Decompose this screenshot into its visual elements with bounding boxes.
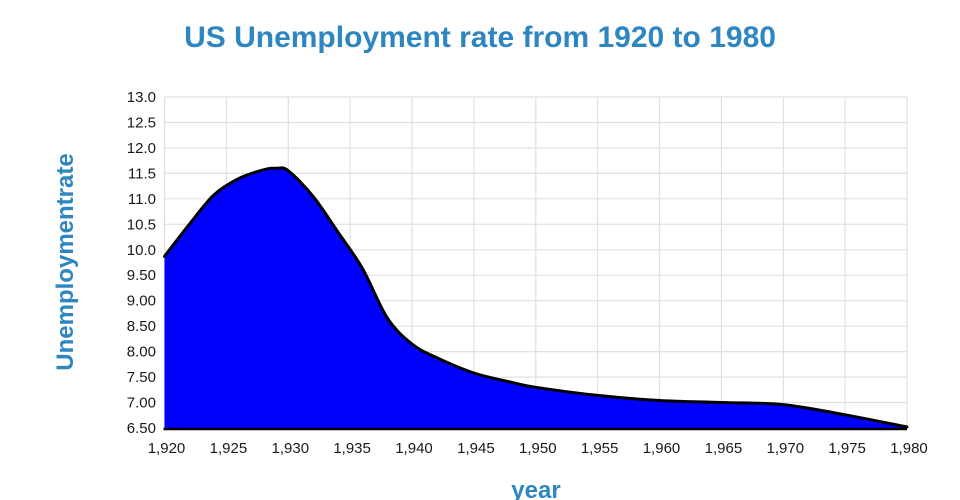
x-tick-label: 1,980 — [890, 440, 928, 457]
y-tick-label: 6.50 — [127, 420, 156, 437]
x-tick-label: 1,950 — [519, 440, 557, 457]
y-tick-label: 11.5 — [128, 165, 156, 182]
y-tick-label: 7.00 — [127, 395, 156, 412]
x-axis-title: year — [511, 477, 561, 500]
x-tick-label: 1,935 — [333, 440, 371, 457]
x-tick-label: 1,925 — [210, 440, 248, 457]
y-tick-label: 8.00 — [127, 344, 156, 361]
y-tick-label: 12.5 — [127, 115, 156, 132]
y-tick-label: 9.00 — [127, 293, 156, 310]
y-tick-label: 9.50 — [127, 267, 156, 284]
y-axis-title: Unemploymentrate — [52, 153, 79, 371]
x-tick-label: 1,945 — [457, 440, 495, 457]
y-tick-label: 8.50 — [127, 318, 156, 335]
x-tick-label: 1,970 — [767, 440, 805, 457]
x-tick-label: 1,965 — [705, 440, 743, 457]
y-tick-label: 10.5 — [127, 216, 156, 233]
x-tick-label: 1,930 — [272, 440, 310, 457]
area-series — [164, 167, 907, 428]
y-tick-label: 10.0 — [127, 242, 156, 259]
x-tick-label: 1,940 — [395, 440, 433, 457]
y-tick-label: 12.0 — [127, 140, 156, 157]
x-tick-label: 1,960 — [643, 440, 681, 457]
y-tick-label: 13.0 — [127, 89, 156, 106]
x-tick-label: 1,955 — [581, 440, 619, 457]
x-tick-label: 1,920 — [148, 440, 186, 457]
line-series — [163, 166, 909, 429]
y-tick-label: 7.50 — [127, 369, 156, 386]
x-tick-label: 1,975 — [828, 440, 866, 457]
chart-title: US Unemployment rate from 1920 to 1980 — [184, 21, 776, 54]
y-tick-label: 11.0 — [128, 191, 156, 208]
